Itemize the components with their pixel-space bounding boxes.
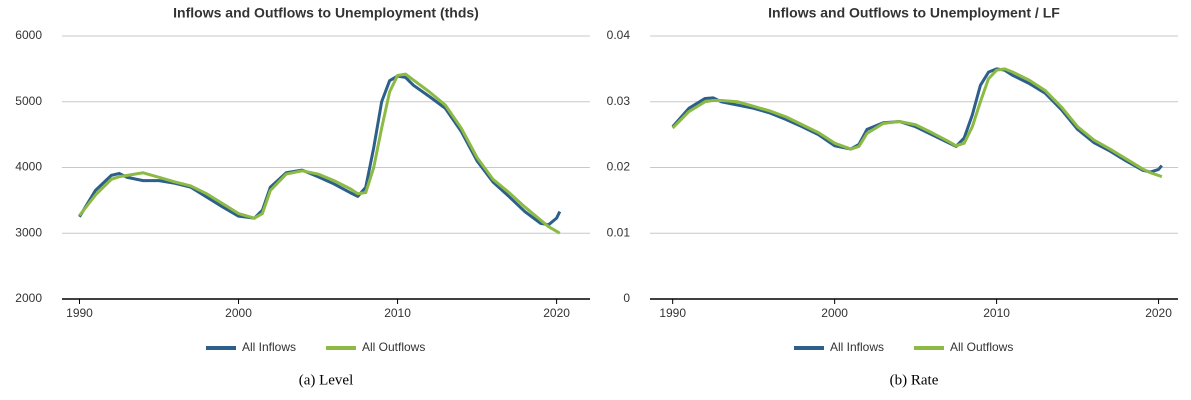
caption: (a) Level	[299, 372, 354, 388]
x-tick-label: 2020	[1145, 306, 1172, 320]
y-tick-label: 0	[623, 291, 630, 305]
x-tick-label: 2010	[983, 306, 1010, 320]
x-tick-label: 2020	[543, 306, 570, 320]
y-tick-label: 2000	[15, 291, 42, 305]
y-tick-label: 0.02	[607, 160, 631, 174]
x-tick-label: 2000	[821, 306, 848, 320]
legend-label: All Inflows	[242, 340, 296, 354]
y-tick-label: 4000	[15, 160, 42, 174]
x-tick-label: 1990	[66, 306, 93, 320]
y-tick-label: 0.03	[607, 94, 631, 108]
chart-title: Inflows and Outflows to Unemployment (th…	[173, 5, 479, 21]
x-tick-label: 1990	[659, 306, 686, 320]
y-tick-label: 5000	[15, 94, 42, 108]
y-tick-label: 0.01	[607, 225, 631, 239]
chart-title: Inflows and Outflows to Unemployment / L…	[768, 5, 1060, 21]
series-line	[78, 72, 561, 235]
x-tick-label: 2000	[225, 306, 252, 320]
legend-label: All Outflows	[950, 340, 1013, 354]
y-tick-label: 0.04	[607, 28, 631, 42]
legend-label: All Inflows	[830, 340, 884, 354]
x-tick-label: 2010	[384, 306, 411, 320]
series-line	[78, 74, 562, 227]
series-line	[671, 67, 1163, 174]
caption: (b) Rate	[890, 372, 939, 388]
series-line	[671, 67, 1163, 179]
legend-label: All Outflows	[362, 340, 425, 354]
y-tick-label: 3000	[15, 225, 42, 239]
y-tick-label: 6000	[15, 28, 42, 42]
